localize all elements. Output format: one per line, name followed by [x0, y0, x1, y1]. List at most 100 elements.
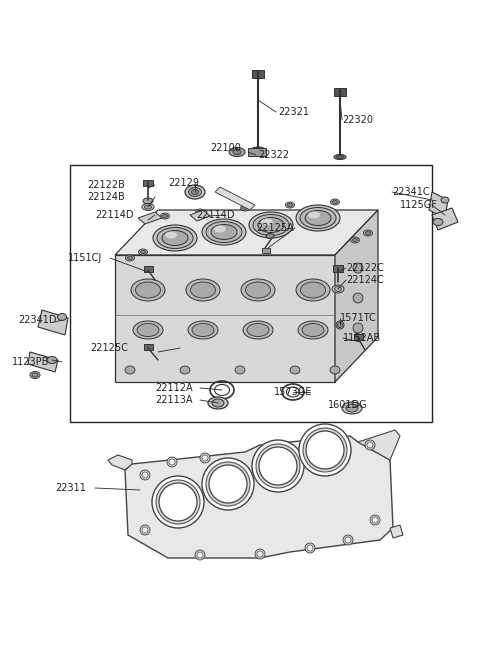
Text: 22113A: 22113A	[155, 395, 192, 405]
Ellipse shape	[245, 282, 271, 298]
Ellipse shape	[331, 199, 339, 205]
Ellipse shape	[258, 217, 284, 233]
Polygon shape	[429, 192, 448, 218]
Ellipse shape	[353, 263, 363, 273]
Ellipse shape	[288, 204, 292, 206]
Ellipse shape	[160, 213, 169, 219]
Ellipse shape	[253, 214, 289, 236]
Ellipse shape	[212, 399, 224, 407]
Ellipse shape	[202, 458, 254, 510]
Ellipse shape	[335, 286, 341, 291]
Ellipse shape	[209, 465, 247, 503]
Polygon shape	[115, 255, 335, 382]
Polygon shape	[335, 210, 378, 382]
Ellipse shape	[333, 200, 337, 204]
Ellipse shape	[252, 440, 304, 492]
Bar	[262, 248, 270, 253]
Ellipse shape	[249, 212, 293, 238]
Ellipse shape	[345, 537, 351, 543]
Ellipse shape	[195, 550, 205, 560]
Bar	[354, 334, 363, 340]
Text: 22124C: 22124C	[346, 275, 384, 285]
Polygon shape	[215, 187, 255, 210]
Ellipse shape	[206, 221, 242, 242]
Ellipse shape	[257, 551, 263, 557]
Ellipse shape	[165, 231, 177, 238]
Ellipse shape	[153, 225, 197, 251]
Ellipse shape	[208, 397, 228, 409]
Ellipse shape	[365, 440, 375, 450]
Ellipse shape	[211, 225, 237, 240]
Ellipse shape	[140, 525, 150, 535]
Polygon shape	[108, 455, 132, 470]
Ellipse shape	[143, 198, 153, 204]
Ellipse shape	[202, 455, 208, 461]
Ellipse shape	[200, 453, 210, 463]
Text: 22112A: 22112A	[155, 383, 192, 393]
Ellipse shape	[290, 366, 300, 374]
Bar	[248, 148, 266, 156]
Ellipse shape	[30, 371, 40, 379]
Ellipse shape	[131, 279, 165, 301]
Ellipse shape	[197, 552, 203, 558]
Ellipse shape	[306, 431, 344, 469]
Ellipse shape	[47, 356, 57, 364]
Ellipse shape	[125, 366, 135, 374]
Polygon shape	[115, 210, 378, 255]
Text: 22122C: 22122C	[346, 263, 384, 273]
Ellipse shape	[363, 230, 372, 236]
Bar	[334, 88, 346, 96]
Ellipse shape	[296, 279, 330, 301]
Ellipse shape	[167, 457, 177, 467]
Ellipse shape	[135, 282, 160, 298]
Ellipse shape	[305, 210, 331, 225]
Bar	[144, 344, 153, 350]
Text: 22114D: 22114D	[196, 210, 235, 220]
Ellipse shape	[125, 255, 134, 261]
Ellipse shape	[259, 447, 297, 485]
Ellipse shape	[332, 285, 344, 293]
Polygon shape	[432, 208, 458, 230]
Ellipse shape	[254, 148, 262, 152]
Ellipse shape	[433, 219, 443, 225]
Ellipse shape	[163, 214, 168, 217]
Ellipse shape	[133, 321, 163, 339]
Text: 22341D: 22341D	[18, 315, 57, 325]
Ellipse shape	[346, 404, 358, 412]
Ellipse shape	[142, 472, 148, 478]
Ellipse shape	[367, 442, 373, 448]
Ellipse shape	[256, 444, 300, 488]
Text: 1152AB: 1152AB	[343, 333, 381, 343]
Ellipse shape	[235, 366, 245, 374]
Text: 22311: 22311	[55, 483, 86, 493]
Text: 1123PB: 1123PB	[12, 357, 49, 367]
Polygon shape	[38, 310, 68, 335]
Ellipse shape	[298, 321, 328, 339]
Ellipse shape	[296, 205, 340, 231]
Polygon shape	[138, 212, 162, 224]
Ellipse shape	[141, 250, 145, 253]
Polygon shape	[125, 436, 393, 558]
Ellipse shape	[142, 527, 148, 533]
Ellipse shape	[300, 282, 325, 298]
Text: 22114D: 22114D	[95, 210, 133, 220]
Bar	[333, 265, 343, 272]
Text: 1573GE: 1573GE	[274, 387, 312, 397]
Ellipse shape	[240, 205, 250, 211]
Text: 1151CJ: 1151CJ	[68, 253, 102, 263]
Ellipse shape	[343, 535, 353, 545]
Bar	[143, 180, 153, 186]
Ellipse shape	[299, 424, 351, 476]
Text: 22124B: 22124B	[87, 192, 125, 202]
Text: 22125A: 22125A	[256, 223, 294, 233]
Text: 22125C: 22125C	[90, 343, 128, 353]
Ellipse shape	[197, 210, 203, 214]
Ellipse shape	[370, 515, 380, 525]
Bar	[144, 266, 153, 272]
Ellipse shape	[195, 209, 204, 215]
Ellipse shape	[441, 197, 449, 203]
Bar	[252, 70, 264, 78]
Text: 22341C: 22341C	[392, 187, 430, 197]
Ellipse shape	[303, 428, 347, 472]
Ellipse shape	[242, 206, 248, 210]
